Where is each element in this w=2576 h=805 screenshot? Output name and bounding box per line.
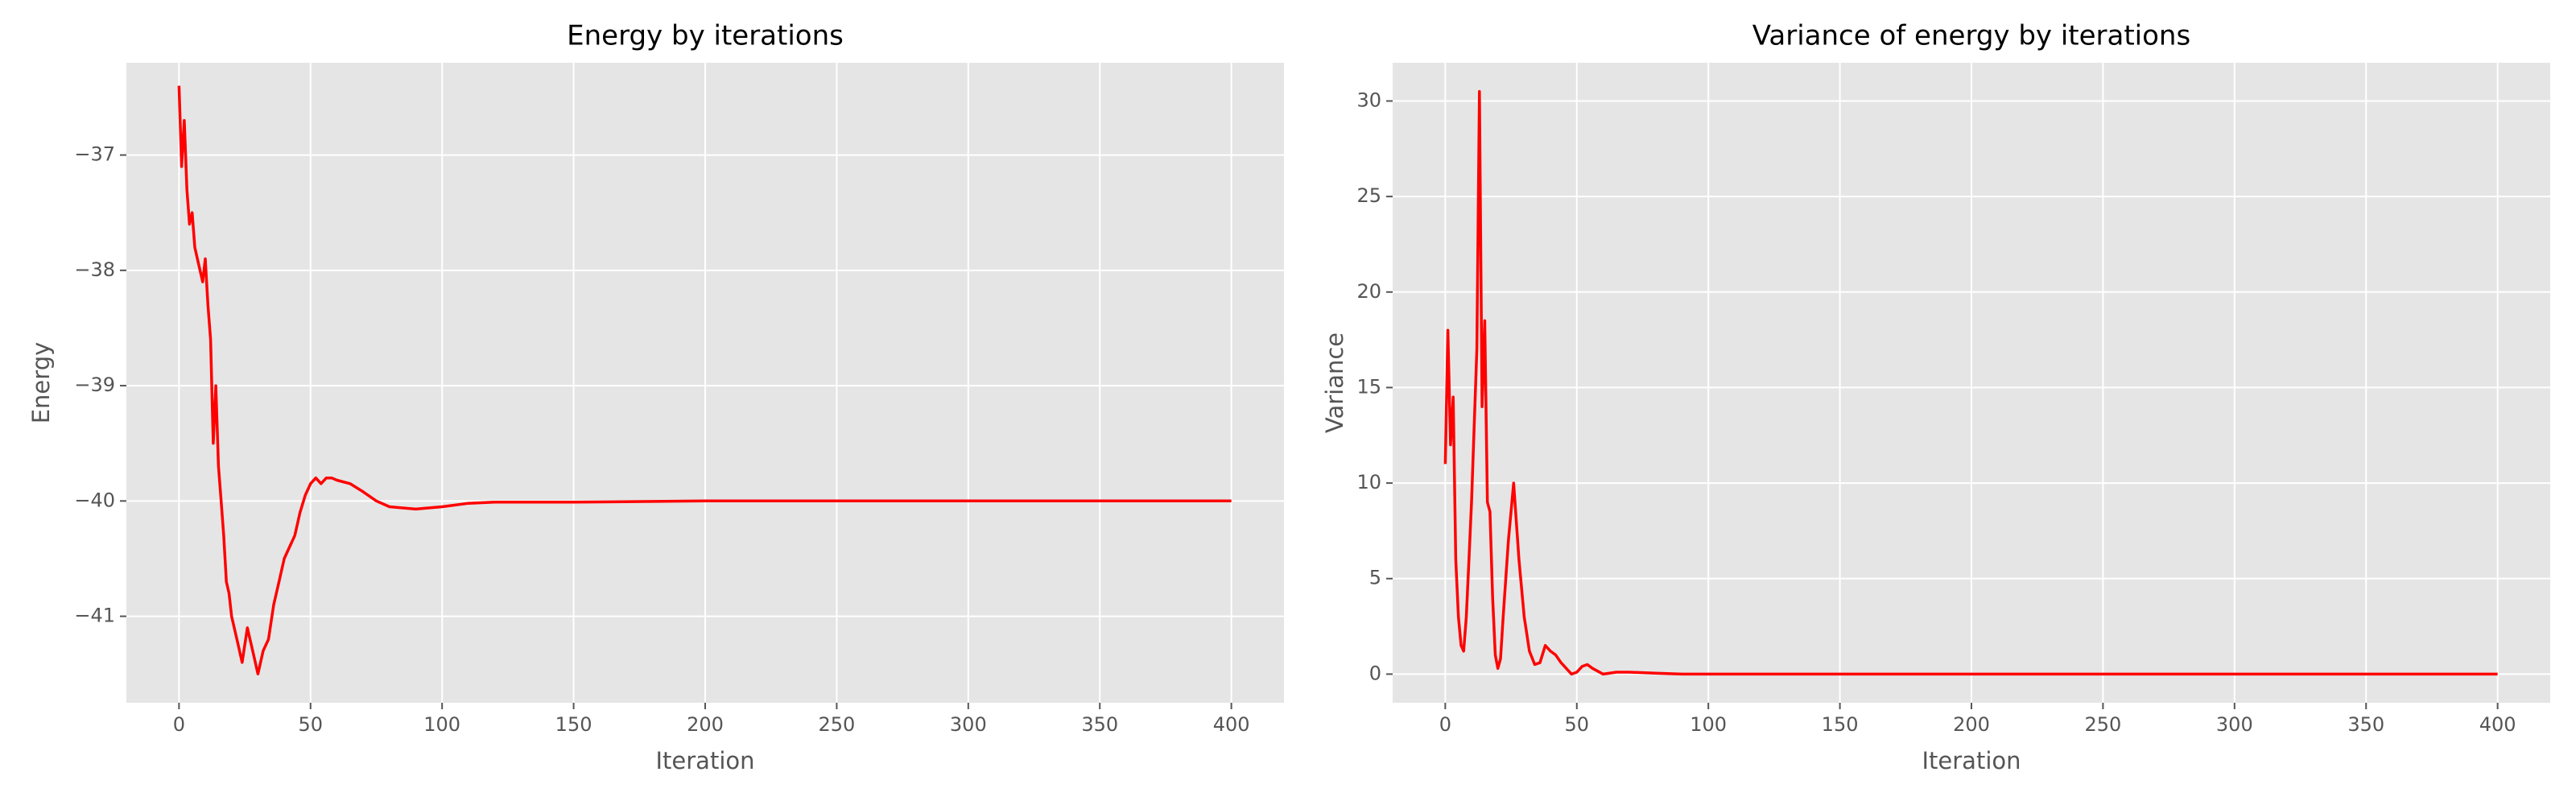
chart-title: Energy by iterations — [567, 20, 844, 52]
y-axis-label: Energy — [27, 342, 55, 424]
x-tick-label: 300 — [2216, 713, 2253, 736]
y-tick-label: −37 — [74, 143, 115, 166]
x-tick-label: 150 — [555, 713, 592, 736]
y-tick-label: 20 — [1356, 280, 1381, 303]
y-tick-label: 5 — [1369, 567, 1381, 589]
y-tick-label: −40 — [74, 489, 115, 511]
x-tick-label: 250 — [2085, 713, 2122, 736]
x-tick-label: 0 — [173, 713, 185, 736]
y-axis-label: Variance — [1321, 332, 1348, 433]
x-tick-label: 300 — [950, 713, 987, 736]
x-tick-label: 400 — [1213, 713, 1250, 736]
x-tick-label: 100 — [423, 713, 460, 736]
x-axis-label: Iteration — [655, 747, 754, 774]
x-tick-label: 200 — [1953, 713, 1990, 736]
x-tick-label: 200 — [687, 713, 724, 736]
y-tick-label: 15 — [1356, 375, 1381, 398]
line-series — [177, 85, 1232, 675]
x-tick-label: 0 — [1439, 713, 1451, 736]
x-tick-label: 250 — [819, 713, 856, 736]
line-series — [1443, 89, 2498, 676]
x-tick-label: 100 — [1690, 713, 1727, 736]
x-tick-label: 150 — [1822, 713, 1859, 736]
chart-title: Variance of energy by iterations — [1752, 20, 2190, 52]
y-tick-label: 25 — [1356, 184, 1381, 207]
x-axis-label: Iteration — [1922, 747, 2021, 774]
y-tick-label: 0 — [1369, 662, 1381, 684]
y-tick-label: −41 — [74, 605, 115, 627]
y-tick-label: 30 — [1356, 89, 1381, 111]
y-tick-label: −38 — [74, 258, 115, 281]
y-tick-label: 10 — [1356, 471, 1381, 493]
x-tick-label: 350 — [1081, 713, 1118, 736]
x-tick-label: 350 — [2347, 713, 2384, 736]
x-tick-label: 400 — [2479, 713, 2516, 736]
y-tick-label: −39 — [74, 374, 115, 396]
x-tick-label: 50 — [298, 713, 323, 736]
x-tick-label: 50 — [1564, 713, 1589, 736]
